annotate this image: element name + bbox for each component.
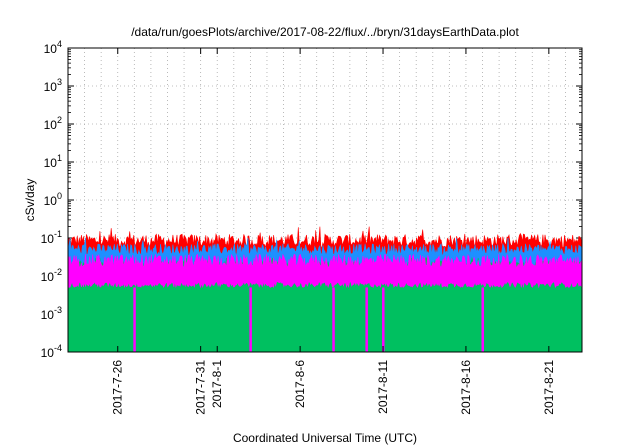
- x-tick-label: 2017-8-6: [293, 360, 307, 408]
- magenta-dropout: [481, 287, 485, 352]
- x-tick-label: 2017-7-26: [111, 360, 125, 415]
- y-tick-label: 103: [44, 77, 62, 94]
- x-tick-label: 2017-8-16: [459, 360, 473, 415]
- x-axis-label: Coordinated Universal Time (UTC): [233, 431, 417, 445]
- plot-area: 10-4 10-3 10-2 10-1 100 101 102 103 104 2017-7-26…: [41, 39, 583, 415]
- y-axis-label: cSv/day: [23, 179, 37, 222]
- x-tick-label: 2017-8-11: [376, 360, 390, 414]
- y-tick-label: 102: [44, 115, 62, 132]
- plot-frame: [67, 47, 583, 353]
- y-tick-label: 100: [44, 191, 62, 208]
- magenta-dropout: [365, 287, 368, 352]
- x-tick-label: 2017-8-1: [210, 360, 224, 408]
- chart-title: /data/run/goesPlots/archive/2017-08-22/f…: [131, 25, 519, 39]
- x-tick-label: 2017-8-21: [542, 360, 556, 415]
- y-tick-label: 10-1: [41, 229, 62, 246]
- y-tick-label: 10-3: [41, 305, 62, 322]
- y-tick-label: 10-2: [41, 267, 62, 284]
- x-tick-label: 2017-7-31: [194, 360, 208, 415]
- magenta-dropout: [382, 287, 385, 352]
- magenta-dropout: [133, 287, 136, 352]
- magenta-dropout: [332, 287, 335, 352]
- y-tick-label: 101: [44, 153, 62, 170]
- y-tick-label: 104: [44, 39, 62, 56]
- magenta-dropout: [249, 287, 252, 352]
- y-tick-label: 10-4: [41, 343, 62, 360]
